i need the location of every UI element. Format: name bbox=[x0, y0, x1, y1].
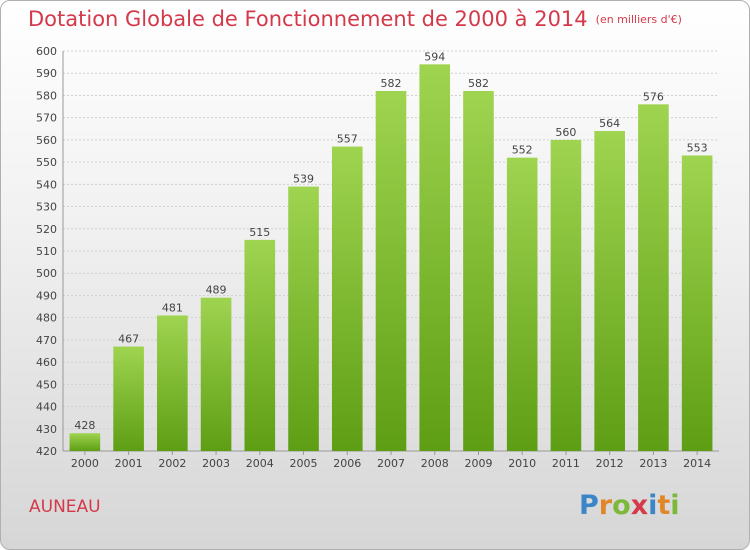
logo-letter: i bbox=[648, 490, 658, 521]
value-label: 582 bbox=[468, 77, 489, 90]
value-label: 564 bbox=[599, 117, 620, 130]
value-label: 515 bbox=[249, 226, 270, 239]
x-tick-label: 2006 bbox=[333, 457, 361, 470]
logo-letter: o bbox=[612, 490, 631, 521]
bar-2012 bbox=[594, 131, 625, 451]
bar-2004 bbox=[244, 239, 276, 451]
bar-2002 bbox=[157, 315, 188, 451]
chart-title-text: Dotation Globale de Fonctionnement de 20… bbox=[28, 7, 588, 31]
bar-2010 bbox=[506, 157, 538, 451]
y-tick-label: 500 bbox=[36, 267, 57, 280]
value-label: 552 bbox=[512, 144, 533, 157]
x-tick-label: 2003 bbox=[202, 457, 230, 470]
bar-2001 bbox=[113, 346, 144, 451]
x-tick-label: 2014 bbox=[683, 457, 711, 470]
x-tick-label: 2007 bbox=[377, 457, 405, 470]
y-tick-label: 600 bbox=[36, 45, 57, 58]
bar-2011 bbox=[550, 139, 582, 451]
x-tick-label: 2009 bbox=[464, 457, 492, 470]
bar-2000 bbox=[69, 433, 101, 451]
bar-2003 bbox=[200, 297, 232, 451]
bar-2006 bbox=[331, 146, 363, 452]
y-tick-label: 590 bbox=[36, 67, 57, 80]
logo-letter: x bbox=[630, 490, 649, 521]
x-tick-label: 2002 bbox=[158, 457, 186, 470]
chart-unit: (en milliers d'€) bbox=[595, 13, 682, 26]
y-tick-label: 550 bbox=[36, 156, 57, 169]
value-label: 428 bbox=[74, 419, 95, 432]
x-tick-label: 2005 bbox=[290, 457, 318, 470]
value-label: 557 bbox=[337, 133, 358, 146]
bar-2014 bbox=[681, 155, 713, 451]
bar-2013 bbox=[638, 104, 669, 451]
value-label: 576 bbox=[643, 90, 664, 103]
y-tick-label: 570 bbox=[36, 112, 57, 125]
logo-letter: r bbox=[598, 490, 613, 521]
x-tick-label: 2004 bbox=[246, 457, 274, 470]
y-tick-label: 510 bbox=[36, 245, 57, 258]
x-tick-label: 2001 bbox=[115, 457, 143, 470]
value-label: 481 bbox=[162, 301, 183, 314]
value-label: 539 bbox=[293, 173, 314, 186]
y-tick-label: 440 bbox=[36, 401, 57, 414]
y-tick-label: 530 bbox=[36, 201, 57, 214]
bar-2008 bbox=[419, 64, 451, 452]
logo-letter: t bbox=[657, 490, 671, 521]
proxiti-logo: Proxiti bbox=[579, 490, 680, 521]
y-tick-label: 560 bbox=[36, 134, 57, 147]
logo-letter: P bbox=[579, 490, 599, 521]
y-tick-label: 520 bbox=[36, 223, 57, 236]
x-tick-label: 2012 bbox=[596, 457, 624, 470]
bar-2007 bbox=[375, 91, 407, 451]
y-tick-label: 430 bbox=[36, 423, 57, 436]
y-tick-label: 470 bbox=[36, 334, 57, 347]
x-tick-label: 2008 bbox=[421, 457, 449, 470]
chart-title: Dotation Globale de Fonctionnement de 20… bbox=[28, 7, 682, 31]
bar-2005 bbox=[288, 186, 319, 452]
value-label: 553 bbox=[687, 141, 708, 154]
commune-name: AUNEAU bbox=[29, 497, 101, 517]
value-label: 560 bbox=[555, 126, 576, 139]
value-label: 467 bbox=[118, 333, 139, 346]
y-tick-label: 490 bbox=[36, 289, 57, 302]
x-tick-label: 2000 bbox=[71, 457, 99, 470]
bars bbox=[69, 64, 713, 452]
y-tick-label: 480 bbox=[36, 312, 57, 325]
logo-letter: i bbox=[670, 490, 680, 521]
y-tick-label: 540 bbox=[36, 178, 57, 191]
value-label: 582 bbox=[381, 77, 402, 90]
value-label: 594 bbox=[424, 50, 445, 63]
x-tick-label: 2013 bbox=[639, 457, 667, 470]
y-tick-label: 420 bbox=[36, 445, 57, 458]
value-label: 489 bbox=[206, 284, 227, 297]
bar-2009 bbox=[463, 91, 494, 451]
value-labels: 428 467 481 489 515 539 557 582 594 582 552 560 564 5… bbox=[74, 50, 707, 432]
y-tick-label: 460 bbox=[36, 356, 57, 369]
y-tick-label: 450 bbox=[36, 378, 57, 391]
x-tick-label: 2011 bbox=[552, 457, 580, 470]
x-axis: 2000 2001 2002 2003 2004 2005 2006 2007 2008 2009… bbox=[71, 451, 711, 470]
y-tick-label: 580 bbox=[36, 89, 57, 102]
x-tick-label: 2010 bbox=[508, 457, 536, 470]
